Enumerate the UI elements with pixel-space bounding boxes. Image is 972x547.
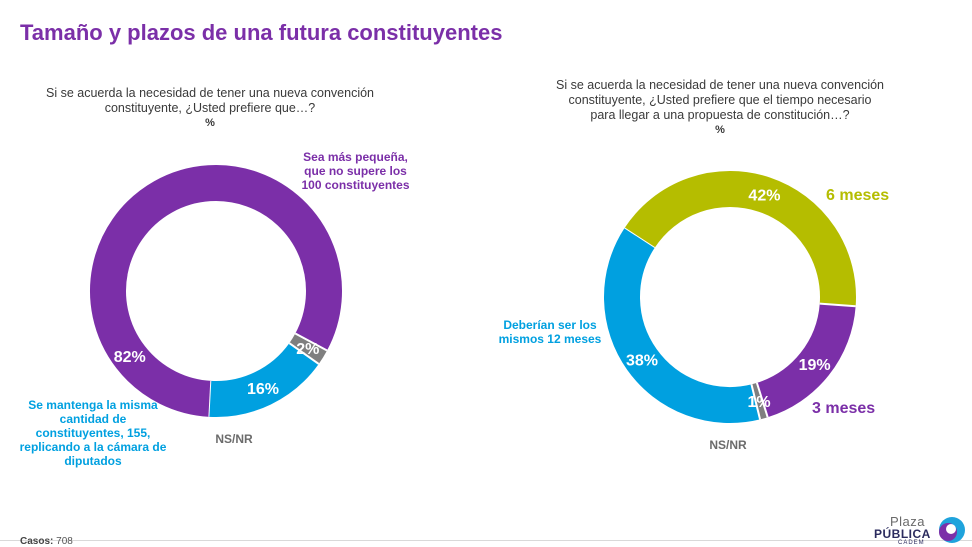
- chart2-question: Si se acuerda la necesidad de tener una …: [555, 78, 885, 138]
- chart1-value-label-2: 16%: [247, 381, 279, 398]
- logo-text-publica: PÚBLICA: [874, 527, 931, 541]
- chart1-slice-0: [90, 165, 342, 417]
- chart2-separator-2: [755, 382, 769, 418]
- logo-text-cadem: CADEM: [898, 540, 925, 546]
- chart1-label-smaller: Sea más pequeña, que no supere los 100 c…: [301, 150, 410, 192]
- chart1-label-nsnr: NS/NR: [215, 432, 253, 446]
- chart1-slice-2: [209, 342, 319, 417]
- plaza-publica-logo: Plaza PÚBLICA CADEM: [868, 514, 968, 546]
- chart2-value-label-3: 38%: [626, 353, 658, 370]
- chart1-value-label-1: 2%: [296, 341, 319, 358]
- chart2-value-label-2: 1%: [747, 394, 770, 411]
- chart1-separator-1: [294, 332, 328, 352]
- logo-mark-icon: [939, 517, 965, 543]
- chart2-separator-1: [819, 302, 856, 308]
- chart1-value-label-0: 82%: [114, 349, 146, 366]
- chart2-question-text: Si se acuerda la necesidad de tener una …: [555, 78, 884, 122]
- footer-divider: [0, 540, 972, 541]
- sample-size-value: 708: [56, 536, 73, 547]
- chart1-separator-2: [288, 342, 320, 365]
- chart2-label-nsnr: NS/NR: [709, 438, 747, 452]
- chart1-label-same: Se mantenga la misma cantidad de constit…: [19, 398, 167, 468]
- sample-size: Casos: 708: [20, 536, 73, 547]
- chart1-question-text: Si se acuerda la necesidad de tener una …: [45, 86, 374, 115]
- chart2-unit: %: [715, 124, 725, 136]
- chart2-value-label-0: 42%: [748, 188, 780, 205]
- chart2-separator-3: [750, 384, 762, 420]
- chart2-value-label-1: 19%: [799, 357, 831, 374]
- chart2-label-3meses: 3 meses: [812, 400, 876, 417]
- chart2-label-12meses: Deberían ser los mismos 12 meses: [498, 318, 602, 346]
- chart1-question: Si se acuerda la necesidad de tener una …: [40, 86, 380, 131]
- chart2-slice-3: [604, 228, 761, 423]
- chart2-label-6meses: 6 meses: [826, 187, 890, 204]
- sample-size-label: Casos:: [20, 536, 54, 547]
- page-title: Tamaño y plazos de una futura constituye…: [20, 20, 503, 45]
- logo-text-plaza: Plaza: [890, 514, 926, 529]
- chart2-slice-0: [624, 171, 856, 307]
- chart2-slice-1: [756, 302, 856, 418]
- chart1-unit: %: [205, 117, 215, 129]
